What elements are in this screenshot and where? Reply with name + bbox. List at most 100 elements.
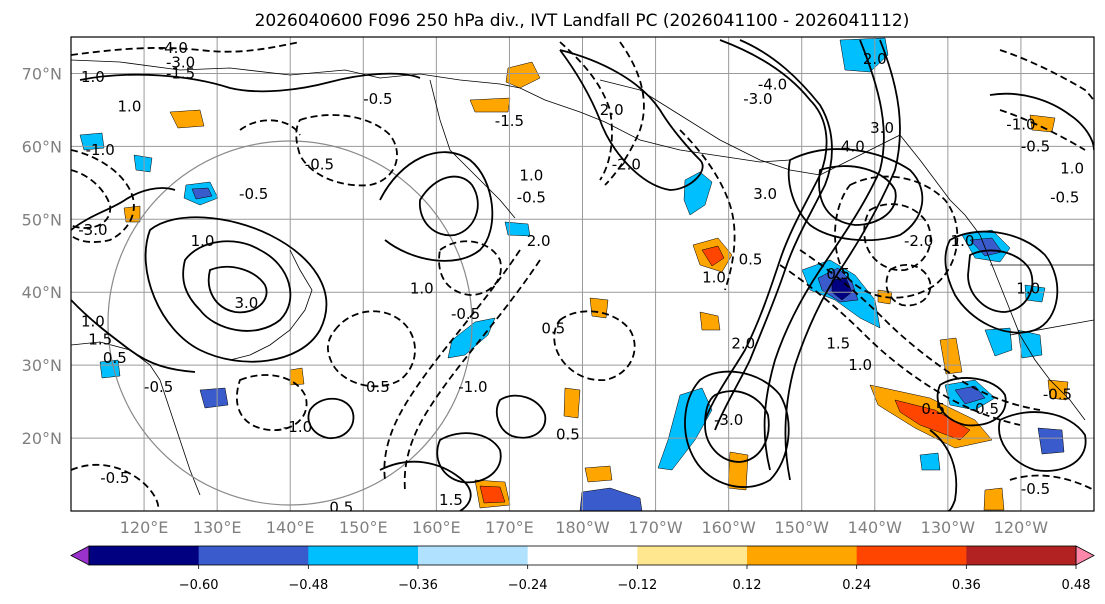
shade-blue-region — [1024, 284, 1046, 303]
colorbar-segment — [966, 546, 1077, 565]
contour-solid — [944, 230, 1059, 334]
longitude-label: 130°W — [921, 518, 976, 537]
contour-label: -0.5 — [100, 469, 129, 487]
shade-red-region — [701, 245, 725, 267]
colorbar-segment — [637, 546, 748, 565]
contour-label: -4.0 — [159, 39, 188, 57]
contour-dashed — [327, 310, 416, 388]
coastline-china — [71, 341, 201, 496]
contour-label: 3.0 — [234, 294, 258, 312]
shade-orange-region — [727, 451, 749, 491]
contour-label: 1.0 — [1060, 159, 1084, 177]
contour-solid — [704, 390, 770, 463]
contour-label: 2.0 — [863, 50, 887, 68]
contour-dashed — [799, 249, 1041, 411]
contour-dashed — [295, 114, 398, 187]
colorbar-segment — [198, 546, 309, 565]
shade-orange-region — [169, 109, 205, 129]
contour-label: 1.0 — [1016, 280, 1040, 298]
contour-dashed — [239, 119, 301, 136]
latitude-label: 50°N — [22, 210, 62, 229]
longitude-label: 120°E — [120, 518, 169, 537]
contour-solid — [496, 394, 547, 439]
contour-label: -1.5 — [166, 64, 195, 82]
contour-labels: -4.0-3.01.0 -1.51.0 -0.5-1.0-0.5-0.5-3.01.… — [78, 39, 1084, 511]
contour-label: -3.0 — [78, 221, 107, 239]
contour-solid — [207, 266, 268, 314]
longitude-label: 150°W — [775, 518, 830, 537]
contour-label: 1.0 — [191, 232, 215, 250]
map-area: -4.0-3.01.0 -1.51.0 -0.5-1.0-0.5-0.5-3.01.… — [71, 37, 1094, 511]
colorbar-segment — [89, 546, 200, 565]
contour-dashed — [438, 240, 502, 296]
contour-solid — [144, 216, 328, 363]
contour-solid — [818, 165, 897, 226]
contour-label: 0.5 — [739, 250, 763, 268]
contour-label: 1.0 — [81, 68, 105, 86]
contour-label: 1.0 — [848, 356, 872, 374]
contour-label: 3.0 — [870, 119, 894, 137]
contour-dashed — [559, 41, 613, 181]
shade-navy-region — [831, 277, 853, 301]
colorbar-extend-left — [70, 545, 90, 566]
shade-orange-region — [1047, 379, 1069, 401]
contour-label: -0.5 — [451, 305, 480, 323]
positive-contours — [71, 39, 1094, 511]
colorbar-tick-label: −0.12 — [617, 578, 657, 593]
colorbar-tick-label: −0.24 — [508, 578, 548, 593]
contour-label: 1.0 — [702, 269, 726, 287]
contour-label: 2.0 — [527, 232, 551, 250]
contour-solid — [714, 39, 833, 431]
contour-solid — [784, 39, 901, 481]
colorbar-segment — [418, 546, 529, 565]
contour-dashed — [71, 149, 135, 243]
colorbar-extend-right — [1075, 545, 1095, 566]
shade-blue-region — [79, 132, 105, 151]
shade-red-region — [479, 485, 506, 504]
longitude-label: 140°W — [848, 518, 903, 537]
shade-darkblue-region — [191, 187, 213, 200]
colorbar-tick-label: −0.60 — [179, 578, 219, 593]
colorbar-segment — [308, 546, 419, 565]
contour-dashed — [999, 109, 1086, 151]
contour-solid — [79, 72, 421, 93]
shade-orange-region — [563, 387, 581, 419]
contour-label: 1.0 — [951, 232, 975, 250]
contour-label: -0.5 — [144, 378, 173, 396]
contour-label: -3.0 — [166, 54, 195, 72]
contour-label: 0.5 — [826, 265, 850, 283]
contour-label: 0.5 — [541, 320, 565, 338]
contour-label: -0.5 — [1043, 385, 1072, 403]
contour-dashed — [553, 310, 636, 381]
contour-solid — [419, 175, 479, 237]
longitude-label: 170°E — [485, 518, 534, 537]
contour-label: -3.0 — [743, 90, 772, 108]
contour-dashed — [383, 249, 521, 481]
contour-solid — [929, 429, 958, 511]
contour-label: -0.5 — [363, 90, 392, 108]
contour-label: -2.0 — [904, 232, 933, 250]
contour-label: -1.0 — [86, 141, 115, 159]
contour-label: -0.5 — [1021, 137, 1050, 155]
shade-orange-region — [289, 367, 305, 386]
contour-dashed — [779, 264, 1021, 426]
colorbar-tick-label: 0.36 — [952, 578, 981, 593]
contour-solid — [559, 49, 704, 191]
contour-dashed — [403, 259, 541, 491]
contour-solid — [936, 377, 1007, 427]
contour-dashed — [71, 463, 160, 511]
contour-solid — [379, 151, 494, 262]
contour-dashed — [885, 264, 932, 307]
contour-solid — [379, 460, 472, 511]
contour-solid — [967, 249, 1034, 313]
shade-orange-region — [589, 297, 609, 319]
contour-label: -1.0 — [458, 378, 487, 396]
coastline-japan — [229, 249, 313, 361]
contour-dashed — [1009, 474, 1094, 491]
colorbar-segment — [527, 546, 638, 565]
contour-dashed — [834, 175, 959, 299]
shade-blue-region — [919, 452, 941, 471]
shade-blue-region — [579, 487, 643, 511]
contour-solid — [787, 148, 924, 242]
